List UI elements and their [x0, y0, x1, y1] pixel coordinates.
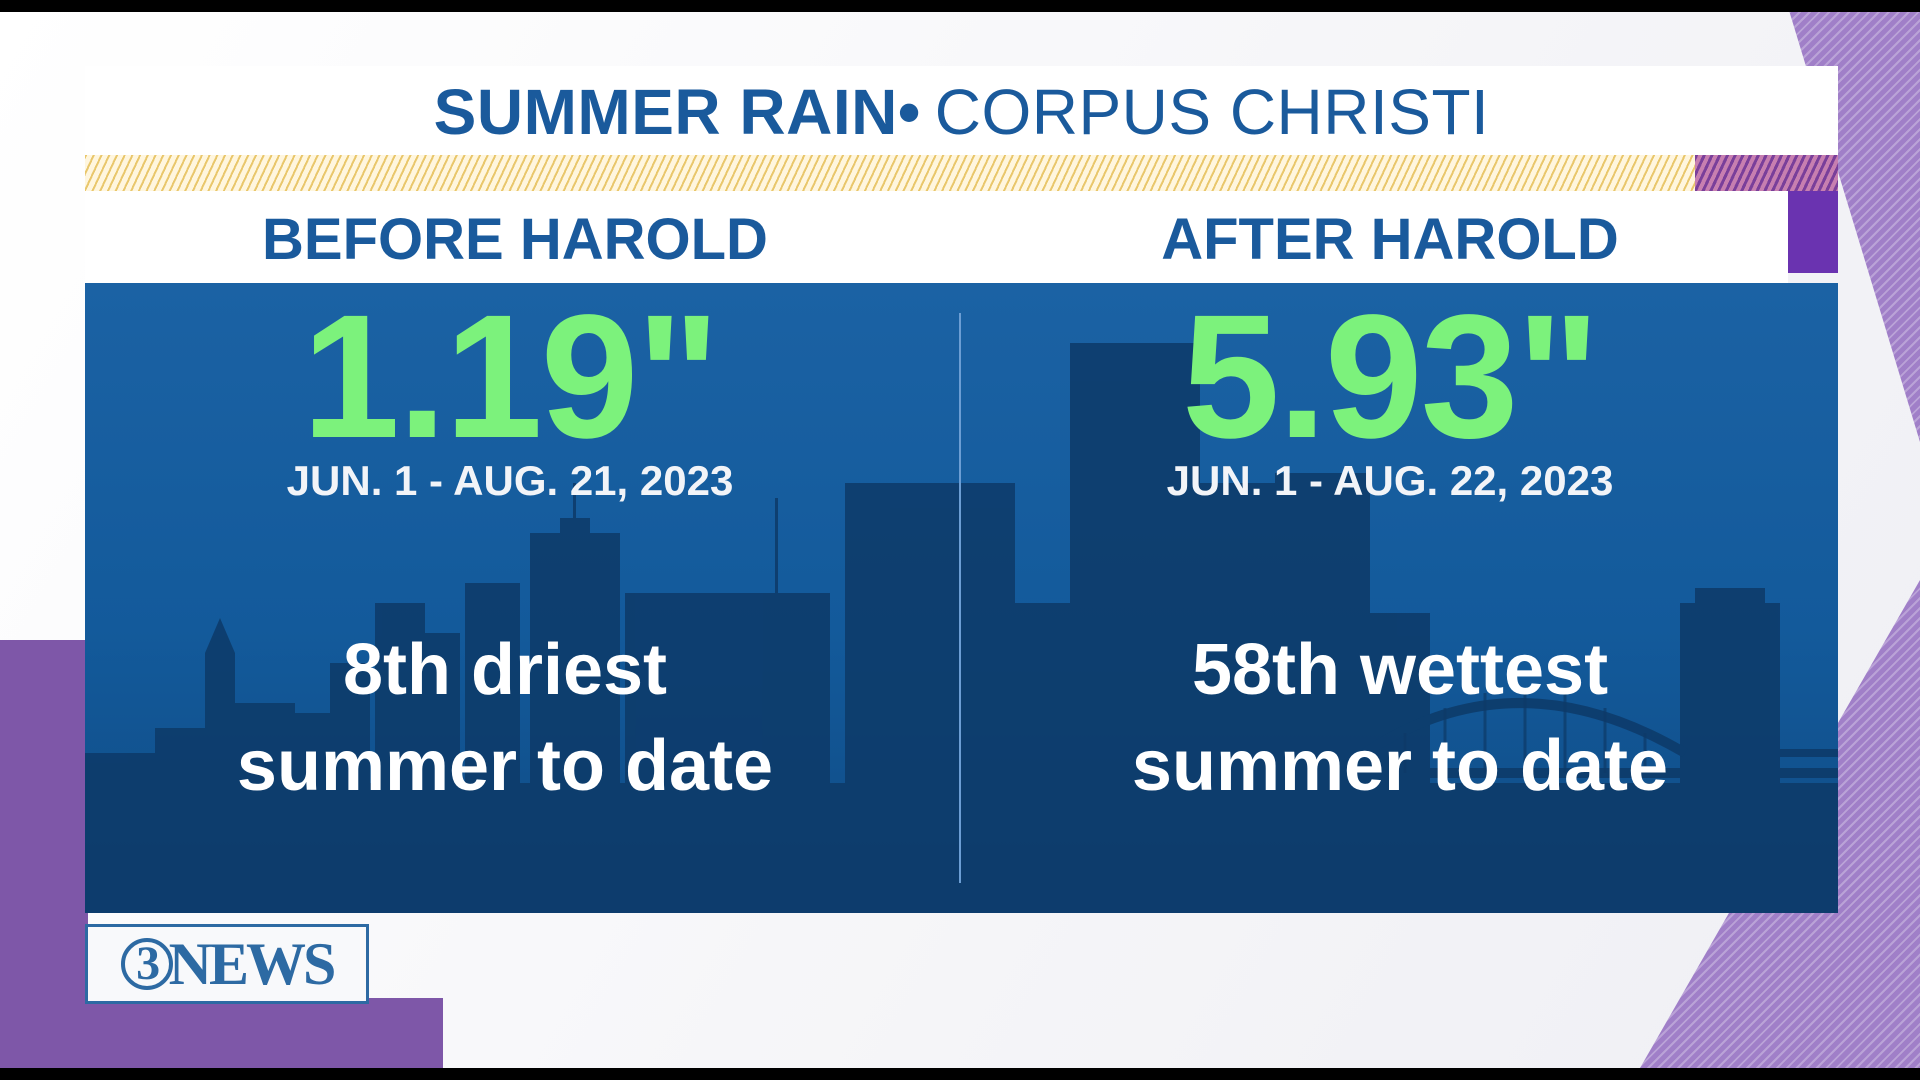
- title-main: SUMMER RAIN•: [433, 76, 921, 148]
- after-rain-amount: 5.93": [1182, 279, 1600, 475]
- before-rank-line1: 8th driest: [342, 630, 668, 710]
- title-card: [85, 66, 1838, 158]
- yellow-hatched-stripe: [85, 155, 1695, 191]
- subheading-band: [85, 191, 1788, 283]
- after-heading: AFTER HAROLD: [1161, 207, 1619, 272]
- before-rain-amount: 1.19": [302, 279, 720, 475]
- after-rank-line2: summer to date: [1131, 726, 1669, 806]
- after-rank: 58th wettest summer to date: [960, 622, 1840, 822]
- purple-accent-block: [1788, 191, 1838, 273]
- before-date-range: JUN. 1 - AUG. 21, 2023: [286, 457, 734, 504]
- before-rank: 8th driest summer to date: [85, 622, 925, 822]
- bottom-letterbox-bar: [0, 1068, 1920, 1080]
- page-title: SUMMER RAIN• CORPUS CHRISTI: [85, 66, 1838, 158]
- purple-hatched-stripe: [1695, 155, 1838, 191]
- after-date-range: JUN. 1 - AUG. 22, 2023: [1166, 457, 1614, 504]
- bottom-left-purple-block: [0, 998, 443, 1068]
- 3news-logo: 3 NEWS: [85, 924, 369, 1004]
- before-heading: BEFORE HAROLD: [262, 207, 768, 272]
- logo-number-circle: 3: [120, 938, 173, 990]
- top-letterbox-bar: [0, 0, 1920, 12]
- data-panel: [85, 283, 1838, 913]
- before-rank-line2: summer to date: [236, 726, 774, 806]
- left-purple-bar: [0, 640, 88, 1068]
- logo-wordmark: 3 NEWS: [120, 930, 337, 999]
- title-location: CORPUS CHRISTI: [934, 76, 1490, 148]
- logo-text: NEWS: [168, 930, 337, 997]
- after-rank-line1: 58th wettest: [1191, 630, 1609, 710]
- column-divider: [959, 313, 961, 883]
- city-skyline-illustration: [85, 343, 1838, 913]
